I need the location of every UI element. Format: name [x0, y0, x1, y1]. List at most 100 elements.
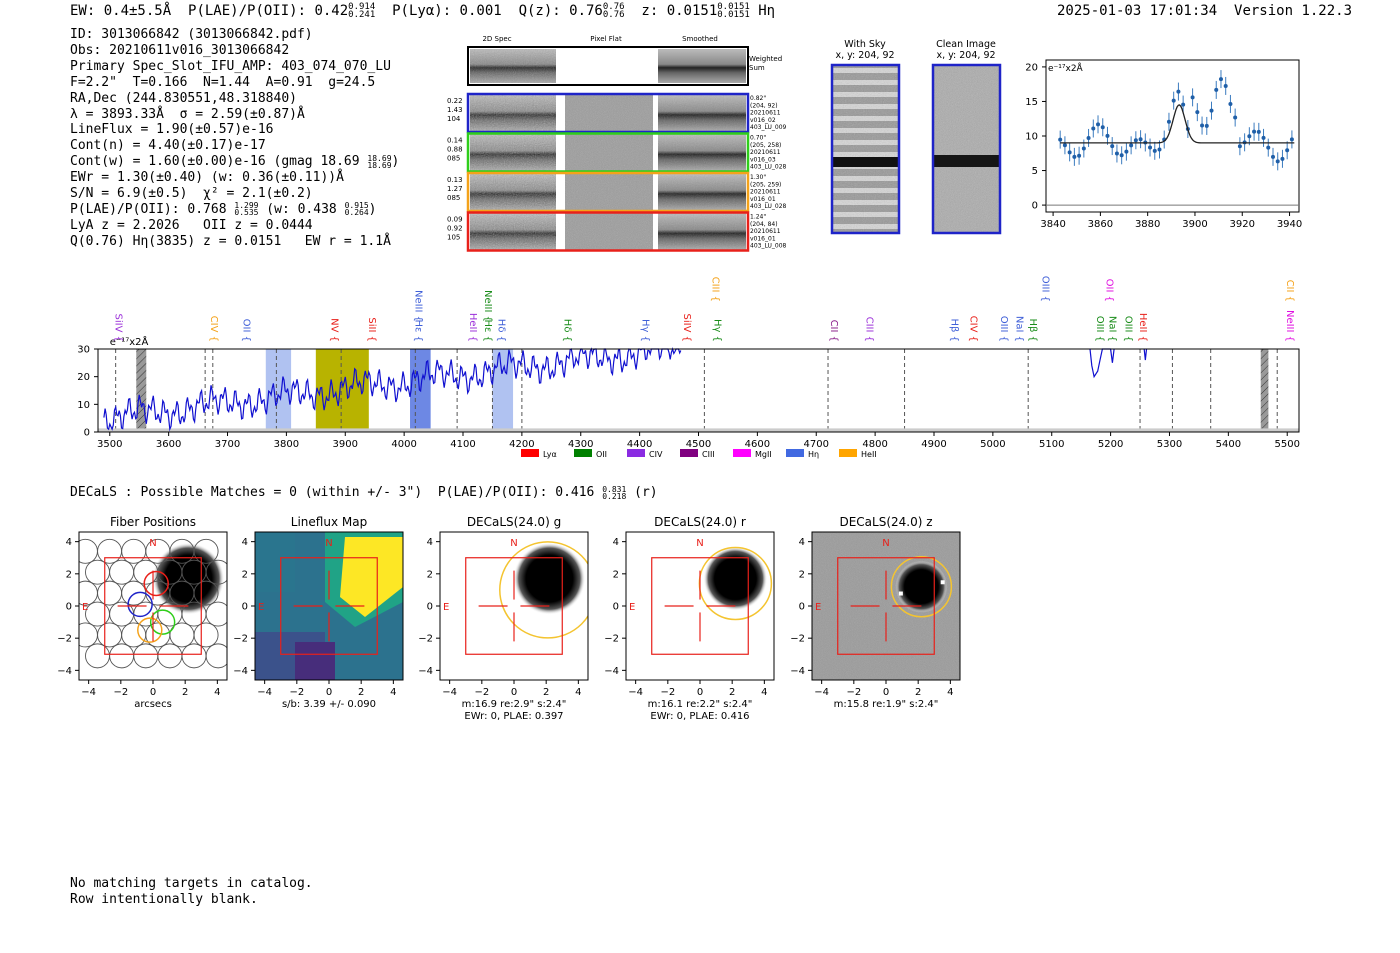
header-z-hi: 0.0151 [717, 2, 750, 12]
panel-caption-1: m:15.8 re:1.9" s:2.4" [834, 699, 939, 710]
spectrum-noise-fill [98, 428, 1299, 432]
spectrum-line-label: NeIII { [1284, 310, 1295, 342]
zoom-data-point [1181, 102, 1186, 107]
spectrum-xtick: 3800 [274, 439, 299, 450]
header-plae: P(LAE)/P(OII): 0.42 [188, 3, 349, 19]
zoom-data-point [1067, 150, 1072, 155]
info-obs: Obs: 20210611v016_3013066842 [70, 42, 290, 58]
spectrum-xtick: 4600 [745, 439, 770, 450]
zoom-data-point [1072, 154, 1077, 159]
cutout-row-right-3: 20210611 [750, 228, 781, 235]
spectrum-xtick: 3700 [215, 439, 240, 450]
imaging-panels: Fiber Positions N E −4 −4 −2 −2 0 0 2 2 4 4 arcsecs Li… [57, 515, 961, 722]
panel-ytick: −4 [604, 666, 619, 677]
zoom-data-point [1171, 98, 1176, 103]
panel-4: DECaLS(24.0) r N E −4 −4 −2 −2 0 0 2 2 4 4 m:16.1 re:… [604, 515, 775, 722]
cutout-row-right-2: (204, 92) [750, 102, 778, 109]
panel-xtick: 2 [182, 687, 188, 698]
panel-ytick: 2 [799, 569, 805, 580]
panel-ytick: 0 [613, 602, 619, 613]
zoom-data-point [1058, 137, 1063, 142]
panel-ytick: 0 [799, 602, 805, 613]
info-contw-lo: 18.69 [367, 160, 392, 170]
spectrum-xtick: 5500 [1274, 439, 1299, 450]
spectrum-ytick: 30 [77, 345, 90, 356]
spectrum-line-label: OIII { [1122, 316, 1133, 342]
zoom-fit-curve [1060, 104, 1295, 144]
cutout-row-right-1: 0.70" [750, 135, 766, 142]
spectrum-line-label: CIV { [967, 316, 978, 342]
info-contn: Cont(n) = 4.40(±0.17)e-17 [70, 138, 266, 154]
panel-ytick: 2 [613, 569, 619, 580]
spectrum-xtick: 5400 [1216, 439, 1241, 450]
with-sky-title: With Sky [844, 39, 886, 50]
legend-label: MgII [755, 450, 772, 459]
spectrum-masked-region [136, 349, 147, 432]
sum-label: Sum [749, 64, 765, 72]
panel-2: Lineflux Map N E −4 −4 −2 −2 0 0 2 2 4 4 s/b: 3.39 +/… [233, 515, 404, 710]
zoom-data-point [1252, 129, 1257, 134]
header-line-name: Hη [758, 3, 776, 19]
zoom-ytick: 20 [1025, 62, 1038, 73]
info-plae-w-lo: 0.264 [344, 208, 369, 218]
cutout-row-right-1: 1.24" [750, 214, 766, 221]
panel-ytick: 4 [66, 537, 72, 548]
panel-ytick: 4 [613, 537, 619, 548]
north-label: N [882, 538, 889, 549]
zoom-xtick: 3940 [1277, 219, 1302, 230]
cutout-row-left-2: 1.27 [447, 185, 463, 193]
zoom-xtick: 3880 [1135, 219, 1160, 230]
cutout-row-left-2: 0.88 [447, 146, 463, 154]
panel-ytick: −2 [604, 634, 619, 645]
panel-xtick: −2 [113, 687, 128, 698]
spectrum-xtick: 4200 [509, 439, 534, 450]
cutout-row-right-4: v016_01 [750, 196, 776, 203]
spectrum-xtick: 3500 [97, 439, 122, 450]
panel-xtick: −4 [814, 687, 829, 698]
footer-line-1: No matching targets in catalog. [70, 876, 313, 891]
panel-caption-1: m:16.9 re:2.9" s:2.4" [462, 699, 567, 710]
spectrum-flux-fragment [1089, 348, 1115, 379]
cutout-row-left-3: 085 [447, 155, 460, 163]
decals-ellipse [698, 546, 773, 621]
spectrum-line-label: HeII { [1137, 313, 1148, 342]
legend-label: Hη [808, 450, 819, 459]
spectrum-line-label: OIII { [998, 316, 1009, 342]
panel-xtick: −4 [442, 687, 457, 698]
spectrum-ytick: 20 [77, 372, 90, 383]
zoom-data-point [1105, 133, 1110, 138]
cutout-weighted-sum: Weighted Sum [467, 46, 782, 86]
fiber-circle [193, 580, 219, 606]
spectrum-line-label: Hγ { [640, 319, 651, 342]
zoom-data-point [1237, 144, 1242, 149]
legend-swatch [839, 449, 857, 457]
cutout-row-left-1: 0.14 [447, 137, 463, 145]
panel-ytick: −2 [57, 634, 72, 645]
info-lineflux: LineFlux = 1.90(±0.57)e-16 [70, 122, 274, 138]
zoom-data-point [1280, 156, 1285, 161]
decals-summary: DECaLS : Possible Matches = 0 (within +/… [70, 485, 658, 500]
zoom-data-point [1266, 145, 1271, 150]
zoom-data-point [1285, 148, 1290, 153]
fiber-circle [193, 538, 219, 564]
panel-xtick: 4 [761, 687, 767, 698]
zoom-xtick: 3860 [1088, 219, 1113, 230]
cutout-row-left-3: 085 [447, 194, 460, 202]
panel-ytick: 2 [66, 569, 72, 580]
legend-swatch [680, 449, 698, 457]
panel-xtick: 0 [150, 687, 156, 698]
cutout-row-right-3: 20210611 [750, 149, 781, 156]
zoom-data-point [1195, 110, 1200, 115]
panel-caption-1: arcsecs [134, 699, 172, 710]
cutout-row-left-2: 0.92 [447, 225, 463, 233]
info-plae-lo: 0.535 [234, 208, 259, 218]
zoom-data-point [1091, 126, 1096, 131]
panel-xtick: −2 [474, 687, 489, 698]
panel-1: Fiber Positions N E −4 −4 −2 −2 0 0 2 2 4 4 arcsecs [57, 515, 228, 710]
cutout-row-right-2: (205, 258) [750, 142, 781, 149]
spectrum-line-label: NeIII { [482, 290, 493, 322]
spectrum-line-label: OII { [1103, 279, 1114, 302]
cutout-row-right-2: (204, 84) [750, 221, 778, 228]
spectrum-xtick: 4100 [450, 439, 475, 450]
